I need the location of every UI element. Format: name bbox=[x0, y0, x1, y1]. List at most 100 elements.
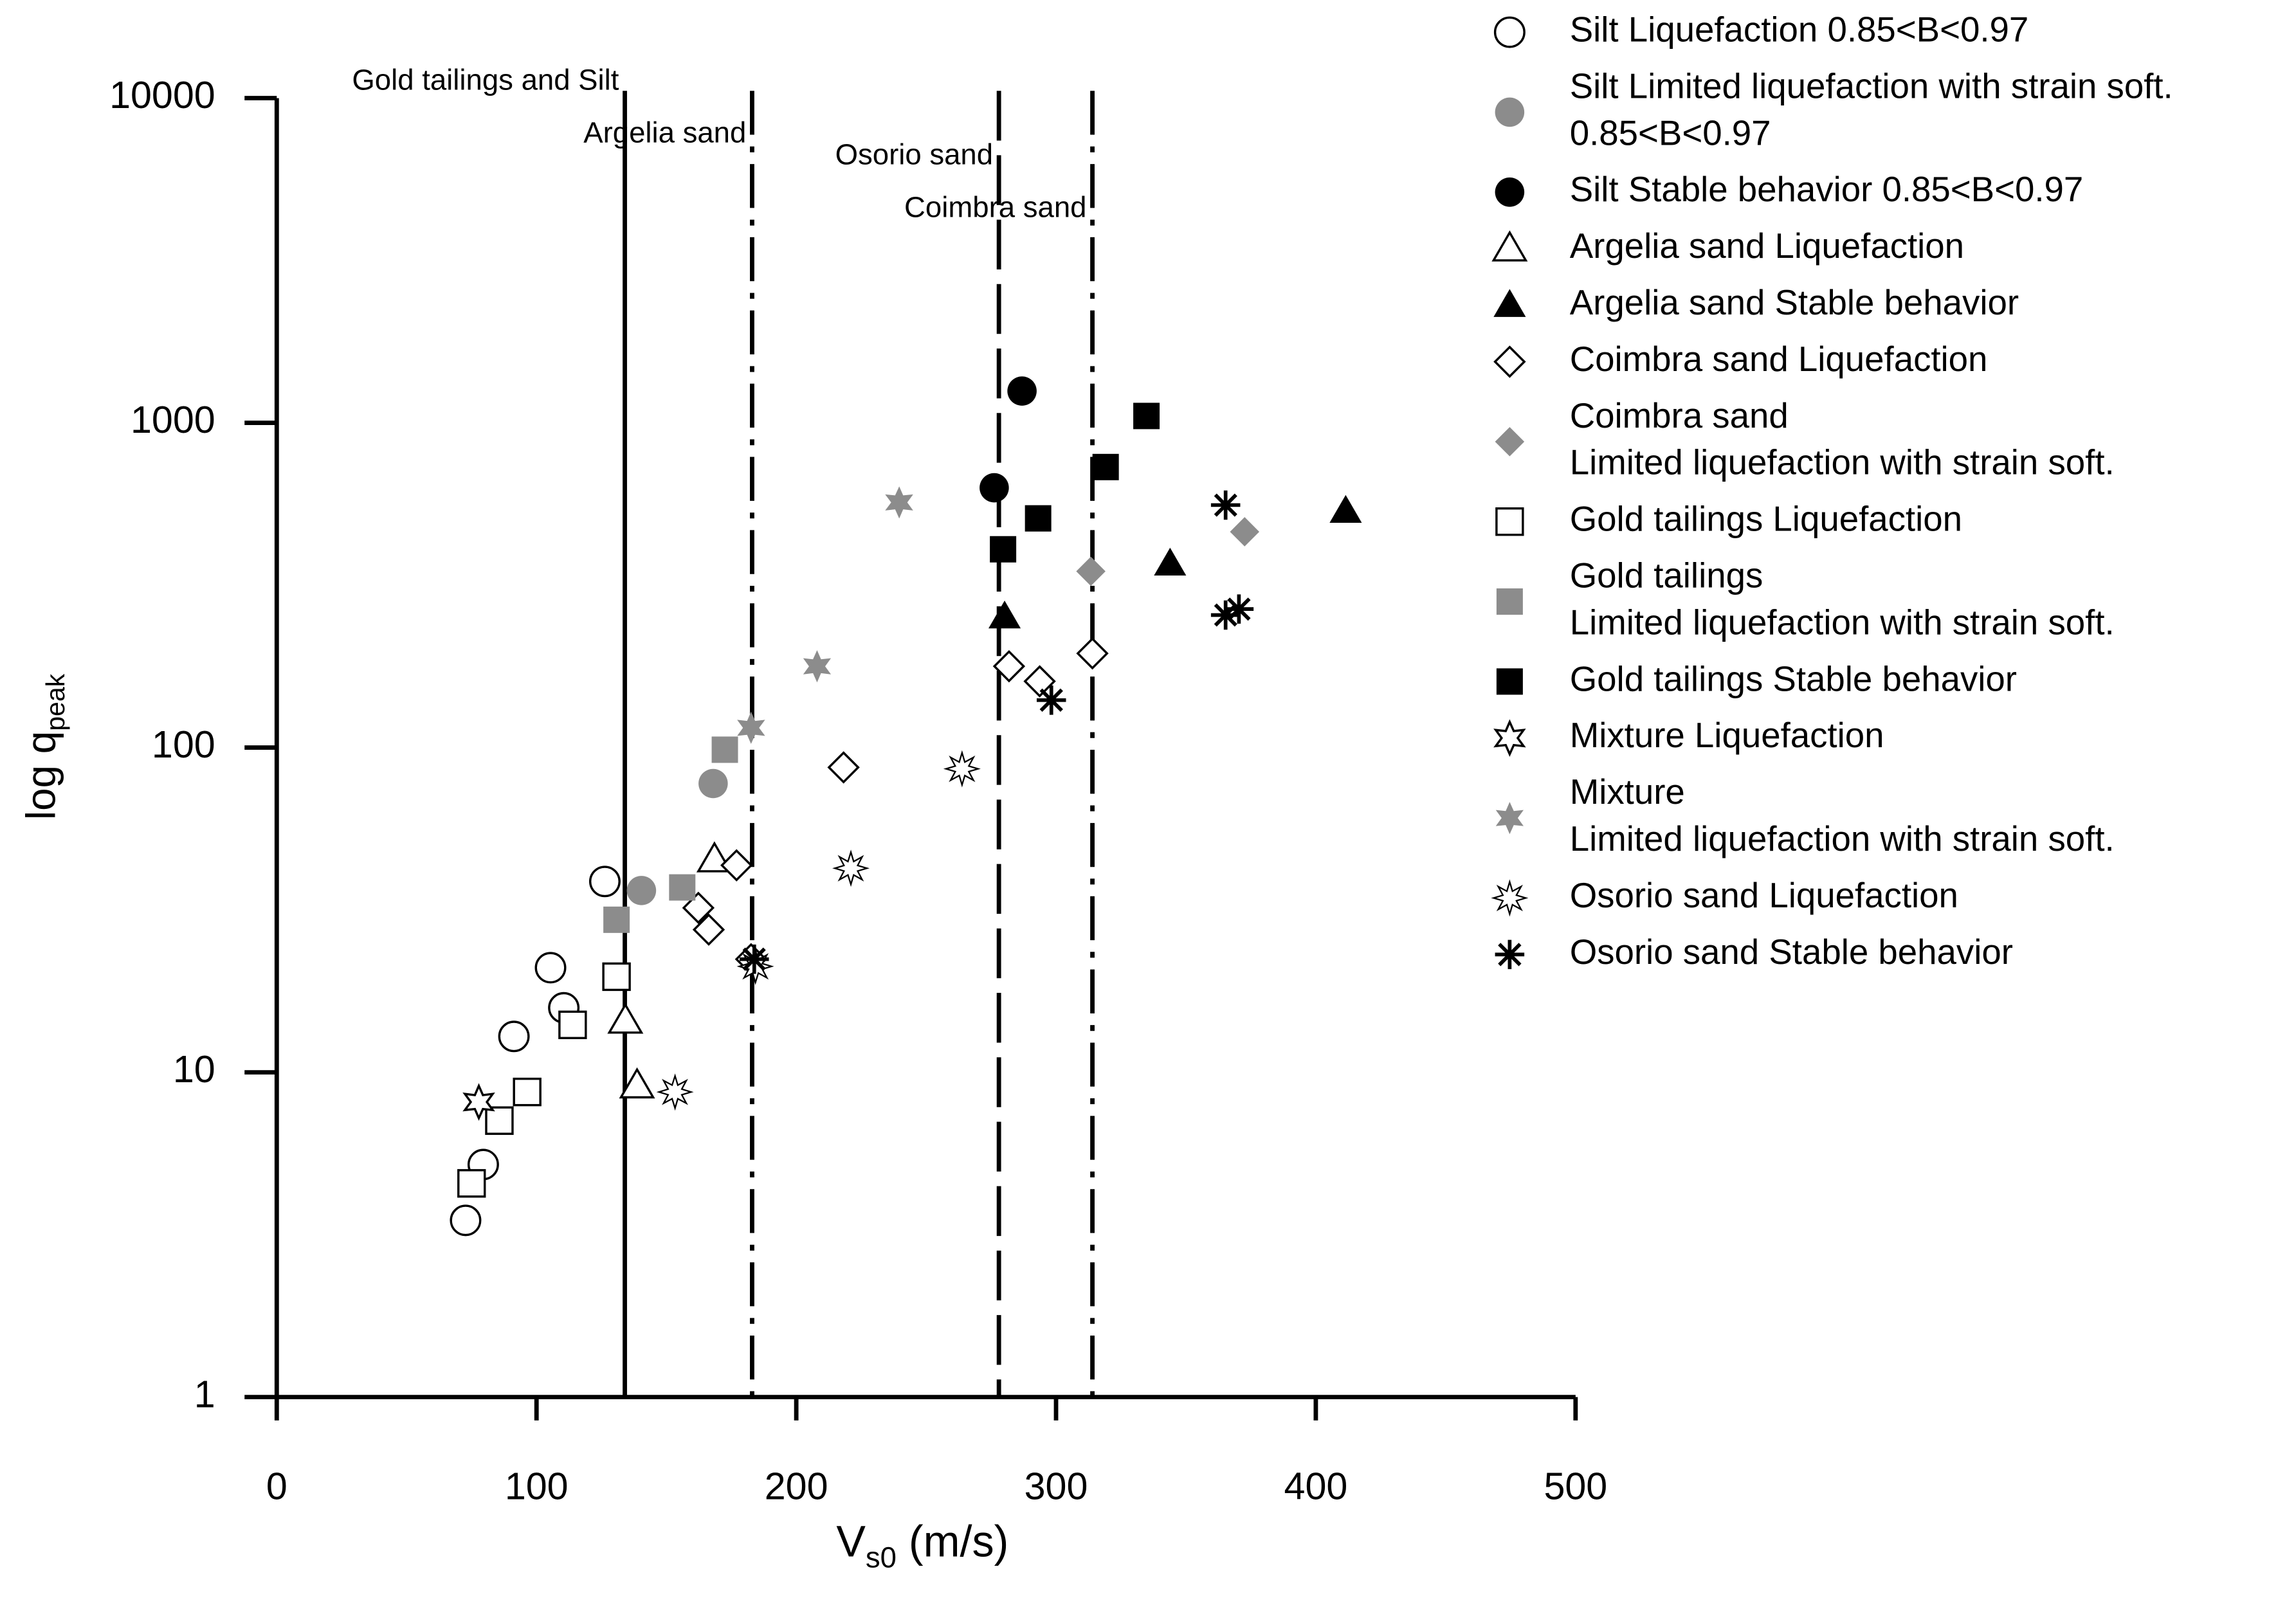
x-title-main: V bbox=[836, 1518, 866, 1566]
legend-label: Mixture bbox=[1570, 772, 1685, 812]
marker bbox=[1154, 547, 1187, 576]
marker bbox=[1023, 665, 1056, 698]
marker bbox=[558, 1010, 587, 1040]
legend-label: Limited liquefaction with strain soft. bbox=[1570, 443, 2115, 482]
x-title-sub: s0 bbox=[866, 1541, 897, 1573]
legend-label: Silt Limited liquefaction with strain so… bbox=[1570, 66, 2173, 105]
legend-item: Coimbra sand Limited liquefaction with st… bbox=[1495, 396, 2115, 482]
legend-label: Limited liquefaction with strain soft. bbox=[1570, 603, 2115, 642]
legend-marker bbox=[1496, 668, 1523, 695]
legend-label: Osorio sand Liquefaction bbox=[1570, 876, 1958, 915]
x-tick-label: 400 bbox=[1284, 1465, 1348, 1508]
legend-marker bbox=[1495, 427, 1525, 457]
legend-marker bbox=[1491, 879, 1529, 917]
marker bbox=[1329, 494, 1362, 523]
marker bbox=[534, 952, 567, 984]
marker bbox=[588, 866, 621, 898]
legend-label: Silt Liquefaction 0.85<B<0.97 bbox=[1570, 10, 2029, 50]
reference-label: Gold tailings and Silt bbox=[352, 64, 619, 96]
marker bbox=[989, 600, 1021, 629]
marker bbox=[992, 649, 1026, 683]
legend-marker bbox=[1493, 345, 1526, 378]
marker bbox=[827, 751, 860, 784]
legend-label: Gold tailings bbox=[1570, 556, 1763, 595]
marker bbox=[1007, 376, 1037, 406]
marker bbox=[1230, 517, 1260, 547]
legend-item: Argelia sand Stable behavior bbox=[1493, 283, 2019, 322]
x-tick-label: 500 bbox=[1544, 1465, 1607, 1508]
x-tick-label: 100 bbox=[505, 1465, 569, 1508]
legend-item: Gold tailings Liquefaction bbox=[1495, 500, 1962, 539]
legend-marker bbox=[1493, 289, 1526, 317]
legend-label: Gold tailings Stable behavior bbox=[1570, 659, 2017, 698]
legend-label: Silt Stable behavior 0.85<B<0.97 bbox=[1570, 170, 2084, 209]
marker bbox=[885, 486, 913, 519]
y-axis-title: log qpeak bbox=[17, 673, 69, 820]
y-tick-label: 1000 bbox=[131, 398, 215, 441]
y-tick-label: 100 bbox=[152, 723, 215, 766]
y-tick-label: 10000 bbox=[109, 73, 215, 116]
legend-item: Silt Stable behavior 0.85<B<0.97 bbox=[1495, 170, 2084, 209]
marker bbox=[602, 962, 631, 992]
marker bbox=[711, 736, 738, 763]
reference-label: Argelia sand bbox=[583, 116, 746, 149]
marker bbox=[513, 1077, 542, 1107]
y-title-sub: peak bbox=[41, 673, 70, 730]
y-tick-label: 1 bbox=[194, 1372, 215, 1415]
marker bbox=[457, 1169, 486, 1198]
legend-label: Osorio sand Stable behavior bbox=[1570, 932, 2013, 972]
marker bbox=[450, 1204, 482, 1237]
legend-label: Coimbra sand bbox=[1570, 396, 1789, 435]
marker bbox=[1076, 637, 1109, 670]
marker bbox=[619, 1067, 655, 1099]
x-title-unit: (m/s) bbox=[897, 1518, 1008, 1566]
marker bbox=[656, 1073, 694, 1111]
marker bbox=[979, 473, 1009, 503]
marker bbox=[720, 849, 753, 882]
legend-marker bbox=[1495, 177, 1525, 207]
legend-label: Limited liquefaction with strain soft. bbox=[1570, 819, 2115, 858]
marker bbox=[1210, 600, 1241, 630]
legend-item: Coimbra sand Liquefaction bbox=[1493, 340, 1988, 379]
legend-marker bbox=[1495, 507, 1524, 536]
marker bbox=[990, 536, 1017, 563]
x-tick-label: 200 bbox=[765, 1465, 828, 1508]
legend-item: Osorio sand Liquefaction bbox=[1491, 876, 1958, 917]
y-title-main: log q bbox=[17, 731, 64, 820]
marker bbox=[832, 849, 870, 887]
marker bbox=[498, 1020, 530, 1053]
marker bbox=[1036, 685, 1066, 715]
marker bbox=[740, 944, 769, 974]
legend-label: Mixture Liquefaction bbox=[1570, 716, 1884, 755]
marker bbox=[803, 650, 832, 683]
marker bbox=[1210, 490, 1241, 520]
legend-marker bbox=[1495, 939, 1525, 970]
reference-label: Coimbra sand bbox=[904, 191, 1086, 224]
legend-label: Coimbra sand Liquefaction bbox=[1570, 340, 1988, 379]
legend-label: 0.85<B<0.97 bbox=[1570, 113, 1771, 152]
legend-item: Silt Liquefaction 0.85<B<0.97 bbox=[1493, 10, 2029, 50]
marker bbox=[1133, 403, 1160, 430]
marker bbox=[692, 913, 725, 946]
legend-item: Mixture Liquefaction bbox=[1493, 716, 1884, 757]
marker bbox=[698, 768, 728, 799]
legend-marker bbox=[1493, 16, 1526, 48]
marker bbox=[669, 874, 696, 901]
reference-label: Osorio sand bbox=[835, 138, 993, 171]
legend-label: Gold tailings Liquefaction bbox=[1570, 500, 1962, 539]
marker bbox=[626, 876, 657, 905]
legend-item: Gold tailings Stable behavior bbox=[1496, 659, 2017, 698]
y-tick-label: 10 bbox=[173, 1047, 215, 1091]
marker bbox=[607, 1002, 644, 1034]
x-tick-label: 0 bbox=[266, 1465, 287, 1508]
marker bbox=[1025, 505, 1052, 532]
legend-label: Argelia sand Liquefaction bbox=[1570, 226, 1964, 266]
marker bbox=[603, 906, 630, 933]
marker bbox=[1224, 594, 1254, 624]
legend-label: Argelia sand Stable behavior bbox=[1570, 283, 2019, 322]
legend-item: Argelia sand Liquefaction bbox=[1491, 226, 1964, 266]
legend: Silt Liquefaction 0.85<B<0.97 Silt Limite… bbox=[1491, 10, 2173, 972]
